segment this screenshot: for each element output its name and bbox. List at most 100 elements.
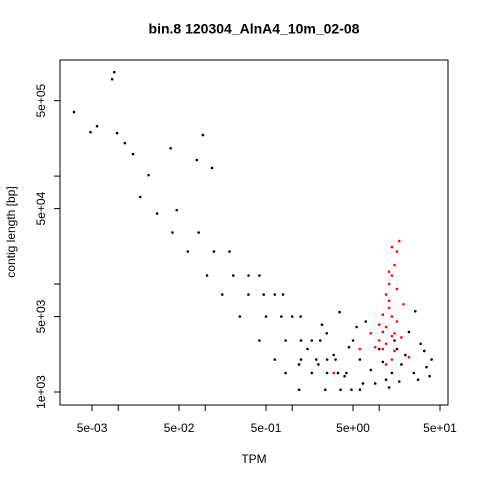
point xyxy=(393,339,396,342)
point xyxy=(390,371,394,375)
point xyxy=(404,353,407,357)
point xyxy=(72,110,76,114)
point xyxy=(299,315,302,318)
point xyxy=(377,323,381,327)
point xyxy=(419,342,422,346)
point xyxy=(299,358,303,361)
x-axis-label: TPM xyxy=(241,452,266,466)
point xyxy=(228,250,231,253)
point xyxy=(290,315,294,318)
point xyxy=(284,371,287,375)
point xyxy=(393,331,396,335)
point xyxy=(264,315,268,318)
point xyxy=(387,282,391,286)
point xyxy=(395,250,399,253)
point xyxy=(325,331,329,335)
point xyxy=(430,358,433,361)
point xyxy=(336,371,340,375)
point xyxy=(384,342,388,346)
point xyxy=(284,339,287,342)
point xyxy=(247,293,250,296)
point xyxy=(345,371,348,375)
point xyxy=(412,371,416,375)
x-tick-label: 5e-03 xyxy=(77,421,108,435)
point xyxy=(373,382,377,385)
point xyxy=(377,339,381,342)
chart-title: bin.8 120304_AlnA4_10m_02-08 xyxy=(149,21,360,37)
point xyxy=(338,310,341,314)
point xyxy=(384,293,388,296)
point xyxy=(110,77,114,81)
point xyxy=(273,293,277,296)
point xyxy=(220,293,224,296)
point xyxy=(407,330,411,334)
x-tick-label: 5e-02 xyxy=(164,421,195,435)
point xyxy=(306,347,309,351)
point xyxy=(350,388,353,392)
point xyxy=(390,274,394,277)
point xyxy=(387,270,391,274)
point xyxy=(369,331,373,335)
point xyxy=(390,315,394,318)
point xyxy=(197,231,200,234)
point xyxy=(210,166,214,170)
point xyxy=(395,320,399,323)
point xyxy=(402,302,405,306)
point xyxy=(384,363,388,366)
point xyxy=(381,330,385,334)
point xyxy=(317,363,320,366)
point xyxy=(416,378,420,382)
point xyxy=(407,355,411,359)
point xyxy=(413,309,417,313)
y-tick-label: 5e+03 xyxy=(34,299,48,333)
point xyxy=(339,388,342,392)
point xyxy=(358,358,362,361)
point xyxy=(395,287,399,291)
x-tick-label: 5e+00 xyxy=(336,421,370,435)
point xyxy=(258,339,261,342)
point xyxy=(320,323,324,327)
point xyxy=(115,131,119,135)
point xyxy=(231,274,235,277)
point xyxy=(138,195,142,199)
point xyxy=(355,325,358,329)
point xyxy=(89,130,92,134)
point xyxy=(422,349,426,353)
point xyxy=(201,133,205,137)
point xyxy=(361,382,365,385)
y-tick-label: 5e+05 xyxy=(34,83,48,117)
y-tick-label: 5e+04 xyxy=(34,191,48,225)
point xyxy=(123,141,127,145)
point xyxy=(428,374,431,378)
point xyxy=(332,353,336,357)
point xyxy=(325,358,329,361)
point xyxy=(95,124,99,128)
x-tick-label: 5e+01 xyxy=(423,421,457,435)
point xyxy=(310,339,314,342)
point xyxy=(384,378,388,382)
plot-frame xyxy=(59,59,449,406)
point xyxy=(387,299,391,303)
point xyxy=(238,315,242,318)
point xyxy=(325,371,329,375)
point xyxy=(195,158,199,162)
point xyxy=(171,231,174,234)
point xyxy=(393,349,396,353)
point xyxy=(147,173,150,177)
x-tick-label: 5e-01 xyxy=(251,421,282,435)
point xyxy=(323,388,327,392)
point xyxy=(390,358,394,361)
y-axis-label: contig length [bp] xyxy=(4,186,18,277)
point xyxy=(381,313,385,317)
point xyxy=(381,360,385,364)
point xyxy=(425,365,428,369)
point xyxy=(369,368,373,372)
point xyxy=(258,274,261,277)
point xyxy=(343,374,346,378)
point xyxy=(400,363,403,366)
point xyxy=(212,250,216,253)
y-tick-label: 1e+03 xyxy=(34,375,48,409)
point xyxy=(299,339,303,342)
point xyxy=(310,371,314,375)
